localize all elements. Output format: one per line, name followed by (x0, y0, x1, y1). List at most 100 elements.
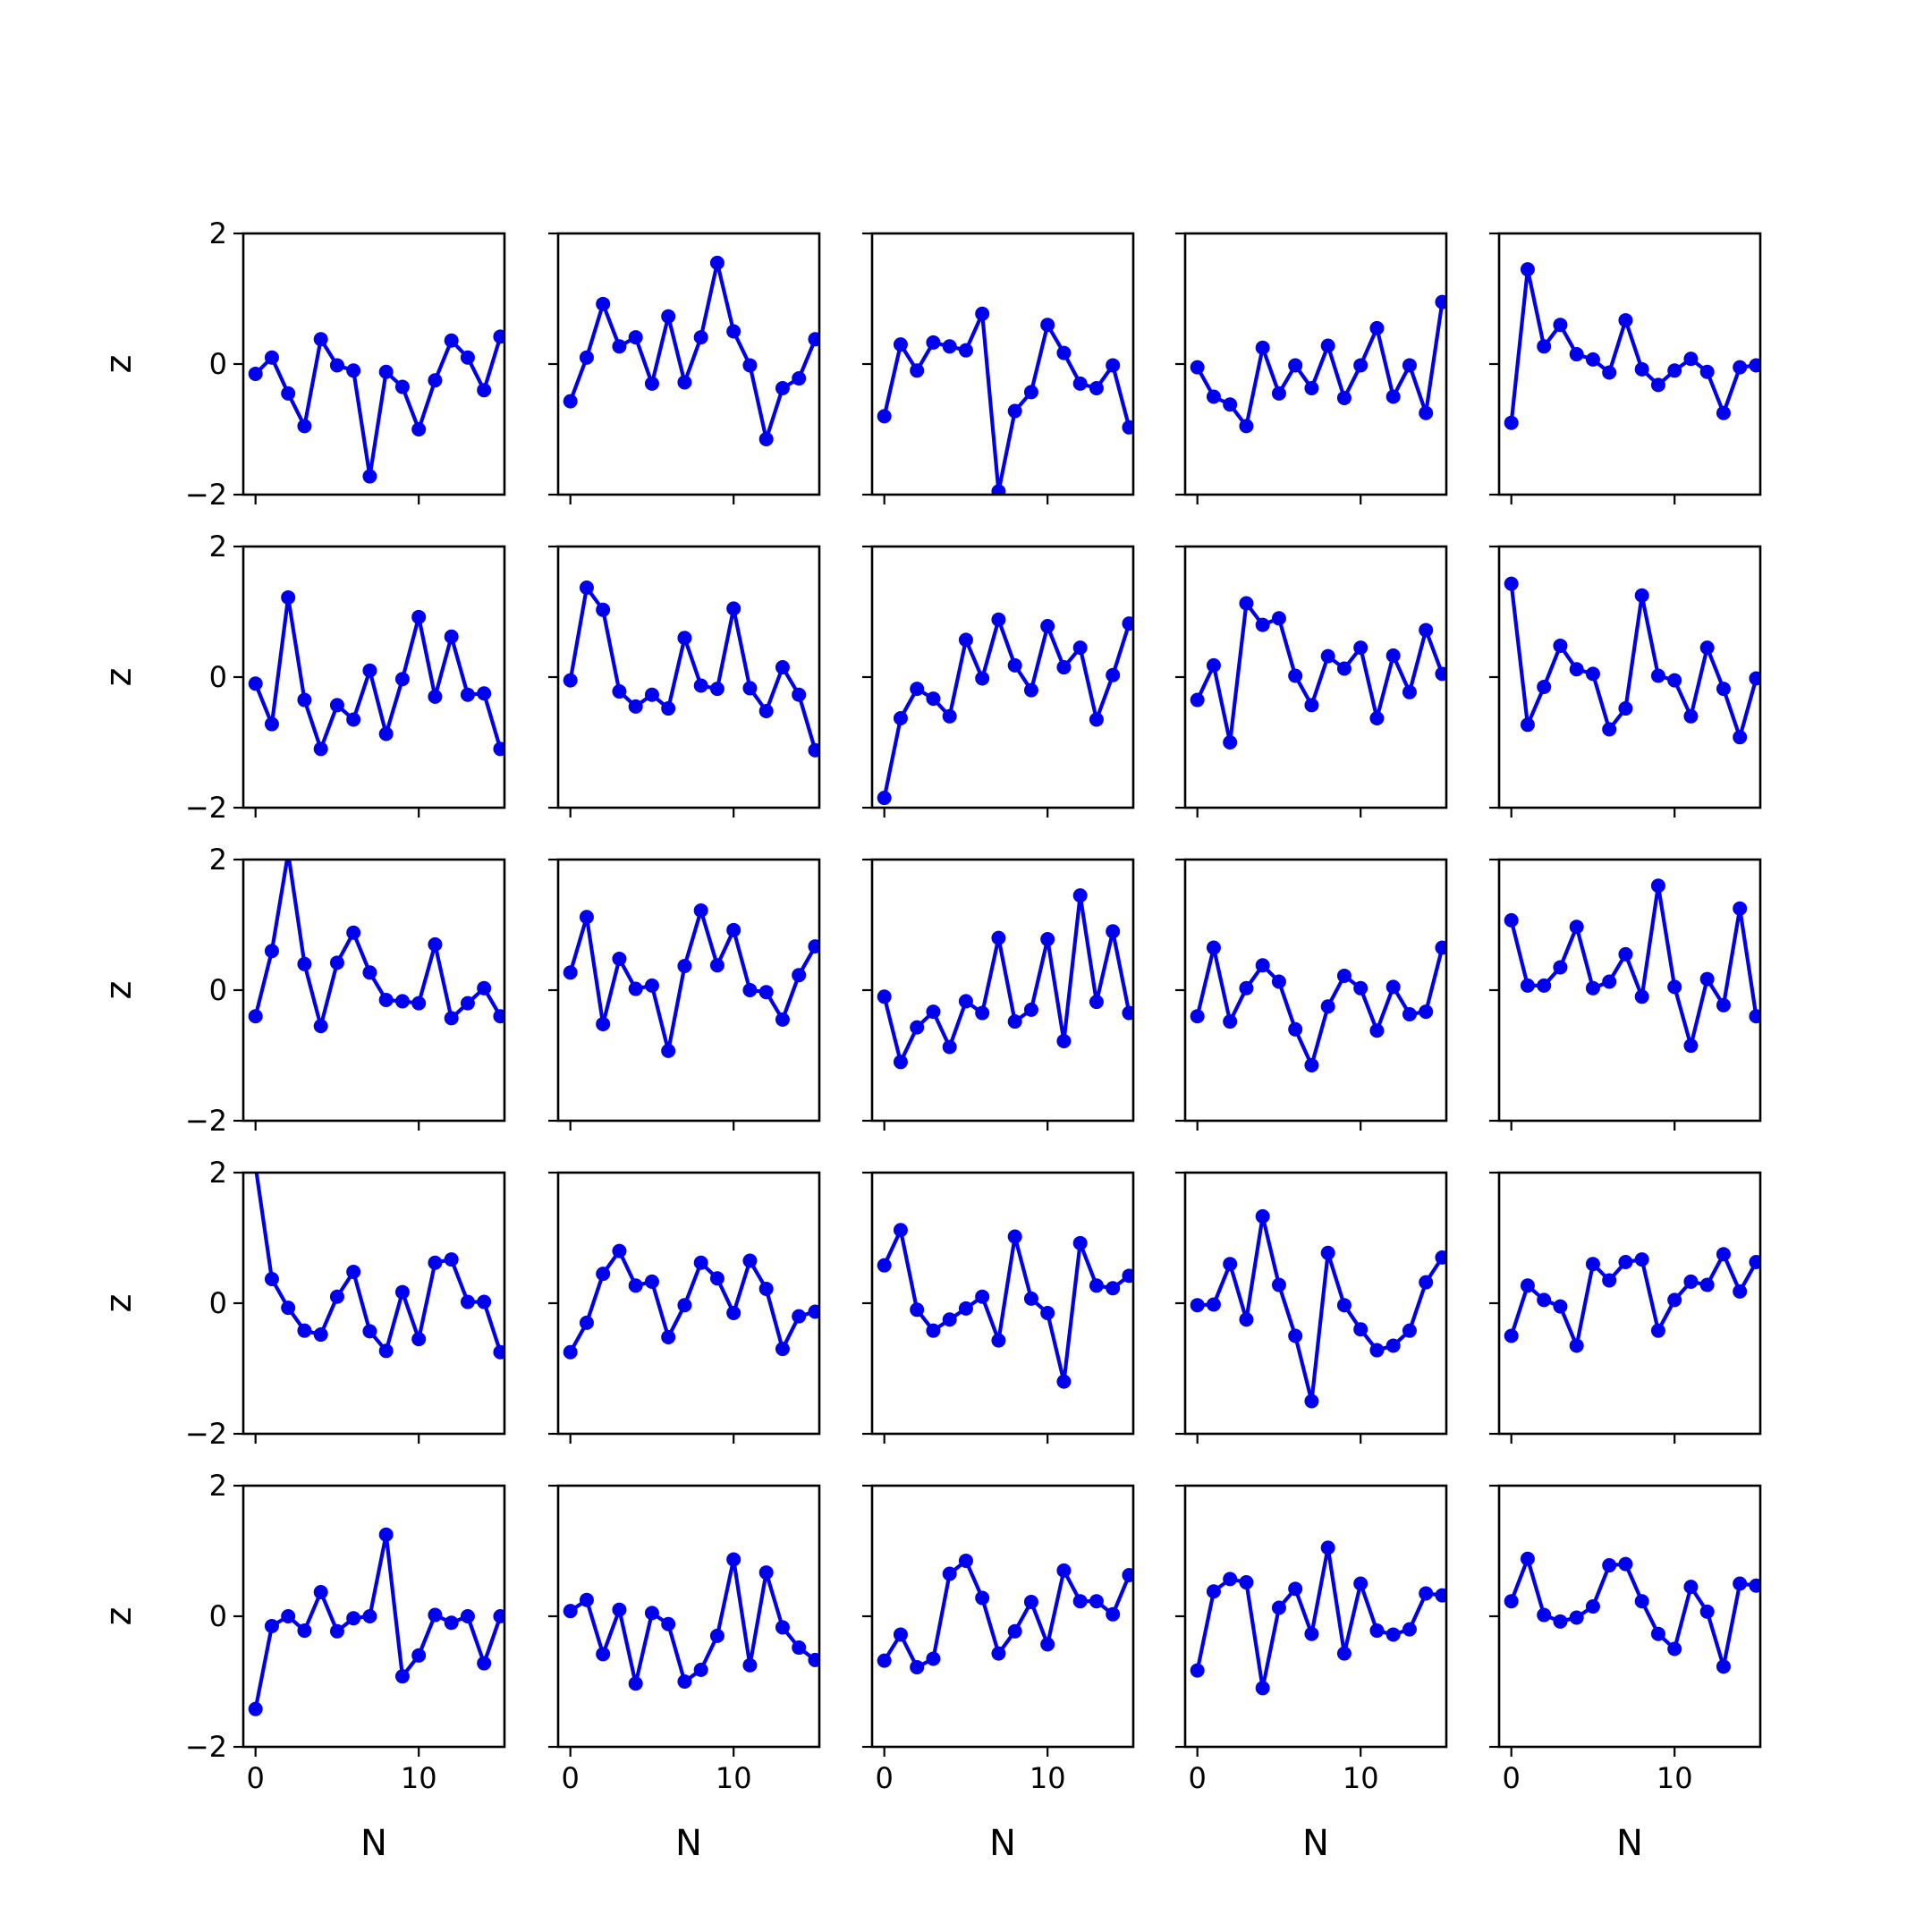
data-point (1072, 376, 1088, 391)
data-point (758, 985, 774, 1000)
data-point (742, 1657, 758, 1673)
data-point (1320, 338, 1335, 353)
data-point (1683, 1274, 1699, 1289)
data-point (1040, 932, 1055, 947)
data-point (460, 687, 475, 702)
series-group (563, 255, 819, 446)
y-tick-label: −2 (185, 1730, 227, 1764)
data-point (1749, 1255, 1760, 1270)
data-point (1089, 381, 1104, 396)
data-point (477, 1294, 492, 1309)
data-point (1223, 1257, 1238, 1272)
x-axis-label: N (1616, 1823, 1643, 1864)
data-point (1023, 1002, 1038, 1017)
panel-2-5 (1489, 545, 1762, 818)
data-point (1106, 358, 1121, 373)
data-point (1122, 616, 1133, 631)
data-point (877, 791, 892, 806)
y-tick-label: −2 (185, 1417, 227, 1451)
data-point (726, 324, 741, 339)
data-point (1206, 389, 1221, 404)
data-point (596, 296, 611, 311)
x-tick-label: 0 (1189, 1761, 1207, 1795)
data-point (926, 335, 941, 350)
data-point (346, 1611, 361, 1626)
y-tick-label: 2 (209, 216, 227, 250)
data-point (1106, 1606, 1121, 1622)
data-point (329, 698, 344, 713)
series-group (1190, 940, 1446, 1072)
x-tick-label: 0 (562, 1761, 580, 1795)
data-point (477, 1656, 492, 1671)
data-point (1190, 1298, 1205, 1313)
data-point (1288, 668, 1303, 683)
data-point (910, 1020, 925, 1035)
data-point (942, 339, 957, 354)
data-point (1553, 1614, 1568, 1629)
data-point (677, 1674, 692, 1689)
data-point (661, 1329, 676, 1344)
data-point (661, 309, 676, 324)
data-point (1320, 999, 1335, 1014)
data-point (1716, 1247, 1731, 1262)
data-point (792, 1309, 807, 1324)
data-point (596, 1267, 611, 1282)
data-point (563, 673, 578, 688)
series-line (1509, 267, 1758, 425)
y-axis-label: z (98, 668, 140, 687)
data-point (1504, 576, 1519, 591)
series-line (253, 1532, 503, 1711)
data-point (612, 684, 627, 699)
series-line (1509, 1556, 1758, 1669)
data-point (1369, 320, 1385, 335)
data-point (1106, 1281, 1121, 1296)
data-point (612, 1602, 627, 1617)
data-point (1435, 1250, 1446, 1265)
y-axis-label: z (98, 981, 140, 1000)
panel-3-1: −2 0 2 z (98, 843, 506, 1138)
data-point (329, 1623, 344, 1639)
data-point (677, 375, 692, 390)
data-point (248, 676, 263, 691)
data-point (411, 996, 427, 1011)
data-point (579, 1592, 594, 1607)
panel-1-2 (548, 232, 821, 504)
data-point (248, 1701, 263, 1716)
data-point (1255, 958, 1270, 973)
data-point (378, 992, 394, 1007)
data-point (1223, 1572, 1238, 1587)
data-point (1106, 667, 1121, 682)
data-point (1040, 619, 1055, 634)
data-point (1435, 1588, 1446, 1603)
data-point (1353, 1576, 1368, 1591)
data-point (264, 716, 279, 732)
data-point (792, 687, 807, 702)
series-group (877, 612, 1133, 806)
data-point (693, 1662, 708, 1677)
series-line (1195, 300, 1445, 428)
x-tick-label: 10 (1657, 1761, 1693, 1795)
data-point (693, 330, 708, 345)
data-point (693, 678, 708, 693)
data-point (378, 726, 394, 741)
data-point (1353, 640, 1368, 656)
series-group (1190, 1540, 1446, 1696)
data-point (758, 703, 774, 718)
data-point (1667, 1641, 1682, 1657)
series-group (248, 1527, 504, 1716)
data-point (297, 1323, 312, 1338)
data-point (1369, 1023, 1385, 1038)
data-point (1618, 313, 1633, 328)
data-point (362, 1609, 377, 1623)
data-point (975, 671, 990, 686)
data-point (1056, 345, 1072, 360)
data-point (1585, 352, 1600, 367)
data-point (644, 376, 659, 391)
data-point (677, 1298, 692, 1313)
data-point (808, 1652, 819, 1667)
data-point (1683, 352, 1699, 367)
data-point (1504, 912, 1519, 928)
data-point (1040, 1637, 1055, 1652)
data-point (1699, 1277, 1715, 1292)
data-point (893, 1627, 908, 1642)
